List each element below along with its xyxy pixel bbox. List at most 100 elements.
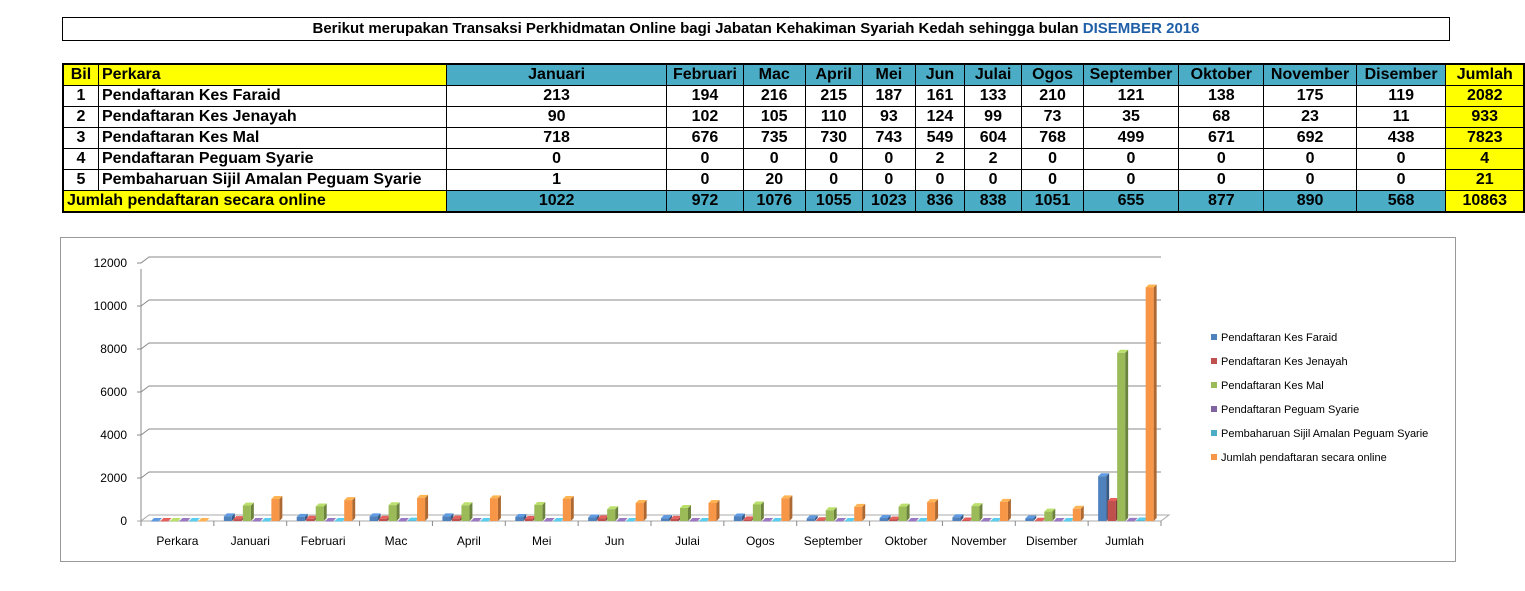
bar [1044,511,1053,521]
bar-top [1072,505,1084,509]
bar-top [233,516,245,520]
bar-top [398,518,410,521]
bar [1053,521,1062,522]
table-cell: 119 [1355,85,1447,107]
y-tick-label: 0 [120,514,127,528]
bar [952,517,961,521]
bar-top [461,502,473,506]
bar-side [1125,349,1129,521]
table-cell: 138 [1178,85,1265,107]
bar [562,499,571,521]
bar-top [616,517,628,521]
table-cell: 0 [1355,148,1447,170]
bar [271,499,280,521]
bar-top [752,501,764,505]
table-cell: 215 [804,85,863,107]
title-year: 2016 [1166,20,1200,37]
bar [296,516,305,521]
bar-side [887,515,891,521]
bar-side [960,514,964,521]
title-month: DISEMBER [1082,20,1162,37]
x-tick-label: April [457,534,481,548]
bar-top [271,496,283,500]
bar [908,521,917,522]
bar-top [151,518,162,521]
bar-top [325,518,337,521]
table-cell: 0 [1082,148,1180,170]
bar-side [352,497,356,521]
table-cell: 0 [1355,169,1447,191]
bar [388,505,397,521]
legend-swatch [1211,430,1217,436]
bar-side [862,503,866,521]
bar-top [999,498,1011,502]
bar-top [854,503,866,507]
bar-side [304,513,308,521]
table-cell: Disember [1355,63,1447,86]
bar [151,521,159,522]
table-cell: 933 [1445,106,1525,128]
gridline [137,428,1161,436]
table-cell: 1022 [445,190,668,213]
bar-top [223,513,235,517]
bar [743,519,752,521]
bar [325,521,334,522]
table-cell: Julai [963,63,1023,86]
bar [781,498,790,521]
bar [806,518,815,521]
bar [189,521,197,522]
table-cell: 0 [1263,148,1357,170]
table-cell: 1023 [861,190,917,213]
bar [242,505,251,521]
table-cell: 0 [445,148,668,170]
bar-top [261,517,273,521]
table-row: 4 Pendaftaran Peguam Syarie 0 0 0 0 0 2 2 0 0 0 0 0 4 [62,148,1525,170]
gridline [137,299,1161,307]
table-cell: 0 [963,169,1023,191]
table-cell: 99 [963,106,1023,128]
table-cell: 7823 [1445,127,1525,149]
bar-top [952,514,964,518]
bar [398,521,407,522]
table-cell: 11 [1355,106,1447,128]
bar-top [733,513,745,517]
table-cell: Jumlah pendaftaran secara online [62,190,447,213]
bar-top [480,518,492,521]
bar-top [407,517,419,521]
table-cell: 730 [804,127,863,149]
y-tick-label: 4000 [100,428,127,442]
bar-side [979,503,983,521]
bar-top [1107,497,1119,501]
table-cell: 0 [804,148,863,170]
bar [733,516,742,521]
table-cell: 2 [62,106,99,128]
bar-side [789,495,793,521]
table-cell: 1051 [1021,190,1084,213]
y-tick-label: 8000 [100,342,127,356]
bar [543,521,552,522]
bar-top [743,516,755,520]
bar [762,521,771,522]
table-cell: Jumlah [1445,63,1525,86]
table-cell: Februari [666,63,744,86]
bar-top [1117,349,1129,353]
table-cell: 0 [804,169,863,191]
bar-top [689,517,701,521]
bar-top [189,518,200,521]
bar [825,510,834,521]
bar [170,521,178,522]
bar [534,505,543,521]
bar-top [470,518,482,521]
bar [344,500,353,521]
table-cell: Jun [915,63,965,86]
table-cell: 105 [742,106,806,128]
bar-top [1126,517,1138,521]
bar [223,516,232,521]
x-tick-label: Februari [301,534,346,548]
table-cell: 1 [62,85,99,107]
bar [661,518,669,521]
bar-top [1034,517,1046,521]
bar [879,518,888,521]
table-cell: 102 [666,106,744,128]
table-cell: 5 [62,169,99,191]
